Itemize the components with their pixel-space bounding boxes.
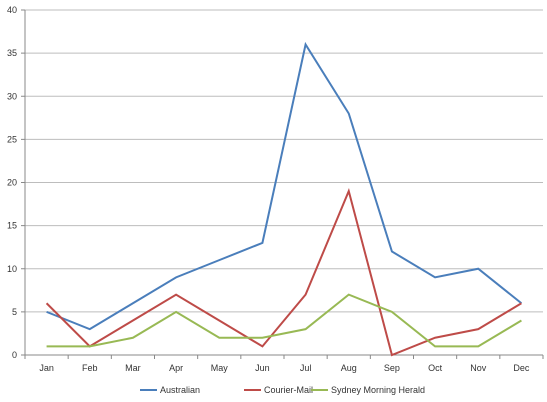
axes <box>21 9 544 359</box>
gridlines <box>25 9 543 313</box>
legend: Australian Courier-Mail Sydney Morning Her… <box>140 385 425 395</box>
x-tick-label-may: May <box>211 363 229 373</box>
series-lines <box>45 41 523 357</box>
y-tick-label: 5 <box>12 307 17 317</box>
y-axis-tick-labels: 0 5 10 15 20 25 30 35 40 <box>7 5 17 360</box>
y-tick-label: 40 <box>7 5 17 15</box>
y-tick-label: 0 <box>12 350 17 360</box>
series-line-australian <box>46 41 523 331</box>
x-tick-label-nov: Nov <box>470 363 487 373</box>
x-tick-label-apr: Apr <box>169 363 183 373</box>
legend-label: Sydney Morning Herald <box>331 385 425 395</box>
legend-item-australian: Australian <box>140 385 200 395</box>
y-tick-label: 25 <box>7 134 17 144</box>
x-tick-label-dec: Dec <box>513 363 530 373</box>
x-tick-label-jan: Jan <box>39 363 54 373</box>
x-tick-label-oct: Oct <box>428 363 443 373</box>
legend-label: Australian <box>160 385 200 395</box>
y-tick-label: 15 <box>7 221 17 231</box>
x-tick-label-mar: Mar <box>125 363 141 373</box>
x-tick-label-feb: Feb <box>82 363 98 373</box>
x-tick-label-jul: Jul <box>300 363 312 373</box>
x-axis-tick-labels: Jan Feb Mar Apr May Jun Jul Aug Sep Oct Nov Dec <box>39 363 530 373</box>
y-tick-label: 10 <box>7 264 17 274</box>
series-line-sydney-morning-herald <box>46 293 522 348</box>
x-tick-label-sep: Sep <box>384 363 400 373</box>
y-tick-label: 35 <box>7 48 17 58</box>
x-tick-label-aug: Aug <box>341 363 357 373</box>
series-line-courier-mail <box>45 188 522 357</box>
y-tick-label: 30 <box>7 91 17 101</box>
legend-item-courier-mail: Courier-Mail <box>244 385 313 395</box>
x-tick-label-jun: Jun <box>255 363 270 373</box>
legend-label: Courier-Mail <box>264 385 313 395</box>
y-tick-label: 20 <box>7 178 17 188</box>
legend-item-sydney-morning-herald: Sydney Morning Herald <box>311 385 425 395</box>
